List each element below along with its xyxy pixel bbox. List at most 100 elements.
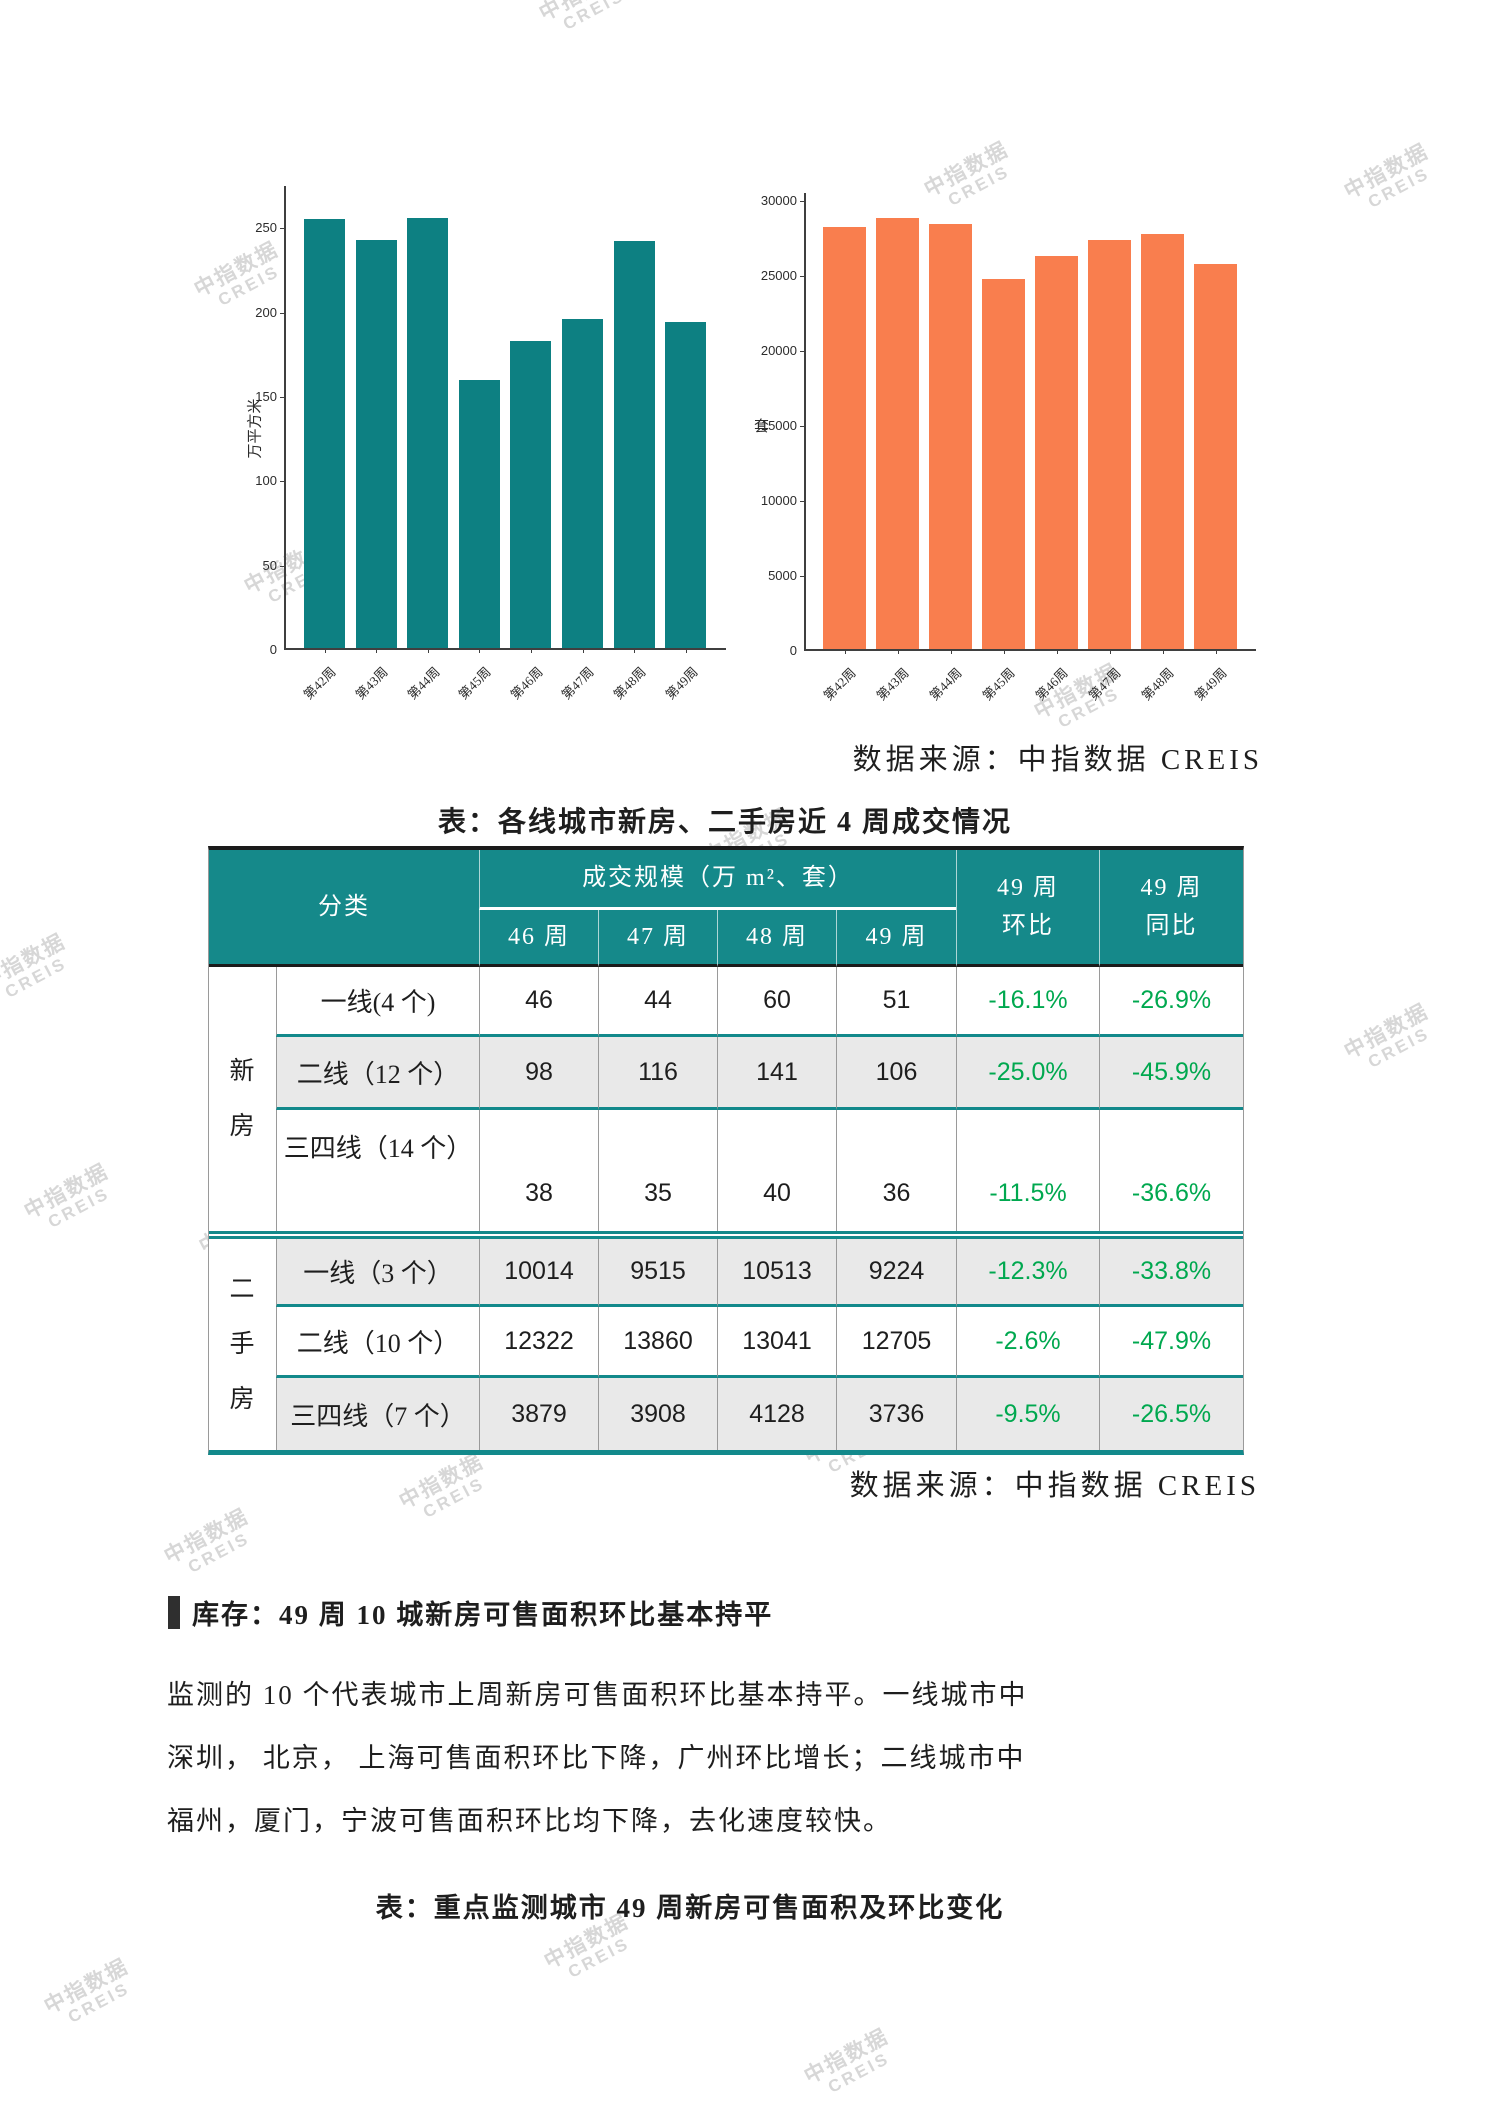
cell-week-value: 12322 — [479, 1307, 598, 1378]
y-axis-tick-label: 0 — [269, 642, 277, 657]
group-label-second-hand: 二手房 — [209, 1239, 276, 1450]
cell-wow-pct: -25.0% — [956, 1037, 1099, 1110]
cell-wow-pct: -16.1% — [956, 967, 1099, 1037]
row-label: 三四线（7 个） — [276, 1378, 479, 1450]
watermark-line2: CREIS — [560, 0, 629, 34]
watermark-line2: CREIS — [565, 1933, 634, 1982]
cell-yoy-pct: -33.8% — [1099, 1239, 1243, 1307]
x-axis-tick-label: 第43周 — [874, 665, 913, 704]
new-home-area-bar-chart: 0 50 100 150 200 250 第42周 第43周 第44周 第45周 第46周 第47周第… — [248, 186, 726, 702]
paragraph-line: 福州，厦门，宁波可售面积环比均下降，去化速度较快。 — [167, 1806, 892, 1836]
cell-yoy-pct: -26.5% — [1099, 1378, 1243, 1450]
group-label-char: 新 — [229, 1058, 256, 1085]
x-axis-tick-mark — [479, 648, 481, 653]
cell-week-value: 141 — [717, 1037, 836, 1110]
inventory-section-heading: 库存：49 周 10 城新房可售面积环比基本持平 — [168, 1593, 773, 1632]
watermark-line1: 中指数据 — [800, 2024, 893, 2089]
header-yoy: 49 周同比 — [1099, 850, 1243, 967]
cell-wow-pct: -2.6% — [956, 1307, 1099, 1378]
bar-第46周 — [510, 341, 552, 648]
watermark-line1: 中指数据 — [160, 1504, 253, 1569]
x-axis-tick-mark — [582, 648, 584, 653]
cell-yoy-pct: -26.9% — [1099, 967, 1243, 1037]
watermark-line1: 中指数据 — [40, 1954, 133, 2019]
bar-第42周 — [823, 227, 866, 649]
cell-week-value: 9515 — [598, 1239, 717, 1307]
bar-第47周 — [1088, 240, 1131, 649]
header-category: 分类 — [209, 850, 479, 967]
cell-week-value: 9224 — [836, 1239, 956, 1307]
watermark-line1: 中指数据 — [536, 0, 628, 25]
watermark-line2: CREIS — [2, 953, 71, 1002]
bar-第46周 — [1035, 256, 1078, 649]
x-axis-tick-label: 第45周 — [980, 665, 1019, 704]
y-axis-tick-mark — [280, 565, 286, 567]
x-axis-tick-mark — [1109, 649, 1111, 654]
cell-week-value: 10513 — [717, 1239, 836, 1307]
y-axis-tick-mark — [280, 312, 286, 314]
bar-第44周 — [407, 218, 449, 648]
watermark-line2: CREIS — [45, 1183, 114, 1232]
cell-week-value: 3908 — [598, 1378, 717, 1450]
bar-第45周 — [982, 279, 1025, 649]
y-axis-title: 万平方米 — [247, 398, 264, 459]
x-axis-tick-mark — [685, 648, 687, 653]
watermark-line1: 中指数据 — [1340, 139, 1433, 204]
row-label: 一线(4 个) — [276, 967, 479, 1037]
x-axis-tick-mark — [950, 649, 952, 654]
x-axis-tick-mark — [1056, 649, 1058, 654]
y-axis-tick-mark — [800, 425, 806, 427]
cell-week-value: 98 — [479, 1037, 598, 1110]
cell-yoy-pct: -47.9% — [1099, 1307, 1243, 1378]
x-axis-tick-mark — [897, 649, 899, 654]
cell-week-value: 35 — [598, 1110, 717, 1231]
group-label-char: 二 — [229, 1276, 256, 1303]
x-axis-tick-mark — [1215, 649, 1217, 654]
cell-week-value: 60 — [717, 967, 836, 1037]
second-hand-units-bar-chart: 0 5000 10000 15000 20000 25000 30000 第42周 第43周 第4… — [754, 193, 1256, 703]
x-axis-tick-label: 第44周 — [404, 664, 443, 703]
y-axis-tick-label: 5000 — [768, 567, 797, 583]
y-axis-tick-label: 0 — [789, 643, 797, 658]
watermark-line2: CREIS — [215, 261, 284, 310]
next-table-title: 表：重点监测城市 49 周新房可售面积及环比变化 — [375, 1893, 1005, 1923]
cell-week-value: 106 — [836, 1037, 956, 1110]
cell-week-value: 40 — [717, 1110, 836, 1231]
cell-week-value: 13860 — [598, 1307, 717, 1378]
x-axis-tick-label: 第42周 — [821, 665, 860, 704]
x-axis-tick-mark — [844, 649, 846, 654]
x-axis-tick-label: 第48周 — [610, 664, 649, 703]
y-axis-tick-label: 20000 — [760, 342, 797, 358]
header-wow: 49 周环比 — [956, 850, 1099, 967]
bar-第48周 — [1141, 234, 1184, 649]
section-divider-line — [209, 1231, 1243, 1239]
cell-week-value: 4128 — [717, 1378, 836, 1450]
charts-data-source: 数据来源：中指数据 CREIS — [852, 744, 1263, 776]
y-axis-tick-label: 30000 — [760, 193, 797, 208]
y-axis-tick-mark — [280, 481, 286, 483]
x-axis-tick-mark — [427, 648, 429, 653]
x-axis-tick-mark — [1162, 649, 1164, 654]
header-scale-group: 成交规模（万 m²、套） — [479, 850, 956, 910]
cell-week-value: 10014 — [479, 1239, 598, 1307]
x-axis-tick-label: 第49周 — [1192, 665, 1231, 704]
table-title: 表：各线城市新房、二手房近 4 周成交情况 — [437, 807, 1012, 838]
cell-week-value: 36 — [836, 1110, 956, 1231]
x-axis-tick-label: 第44周 — [927, 665, 966, 704]
y-axis-tick-label: 200 — [255, 304, 277, 320]
bar-第42周 — [304, 219, 345, 648]
x-axis-tick-label: 第46周 — [1033, 665, 1072, 704]
y-axis-tick-label: 25000 — [760, 267, 797, 283]
x-axis-tick-label: 第49周 — [662, 664, 701, 703]
watermark-line2: CREIS — [420, 1473, 489, 1522]
y-axis-tick-mark — [800, 350, 806, 352]
x-axis-tick-label: 第47周 — [1086, 665, 1125, 704]
